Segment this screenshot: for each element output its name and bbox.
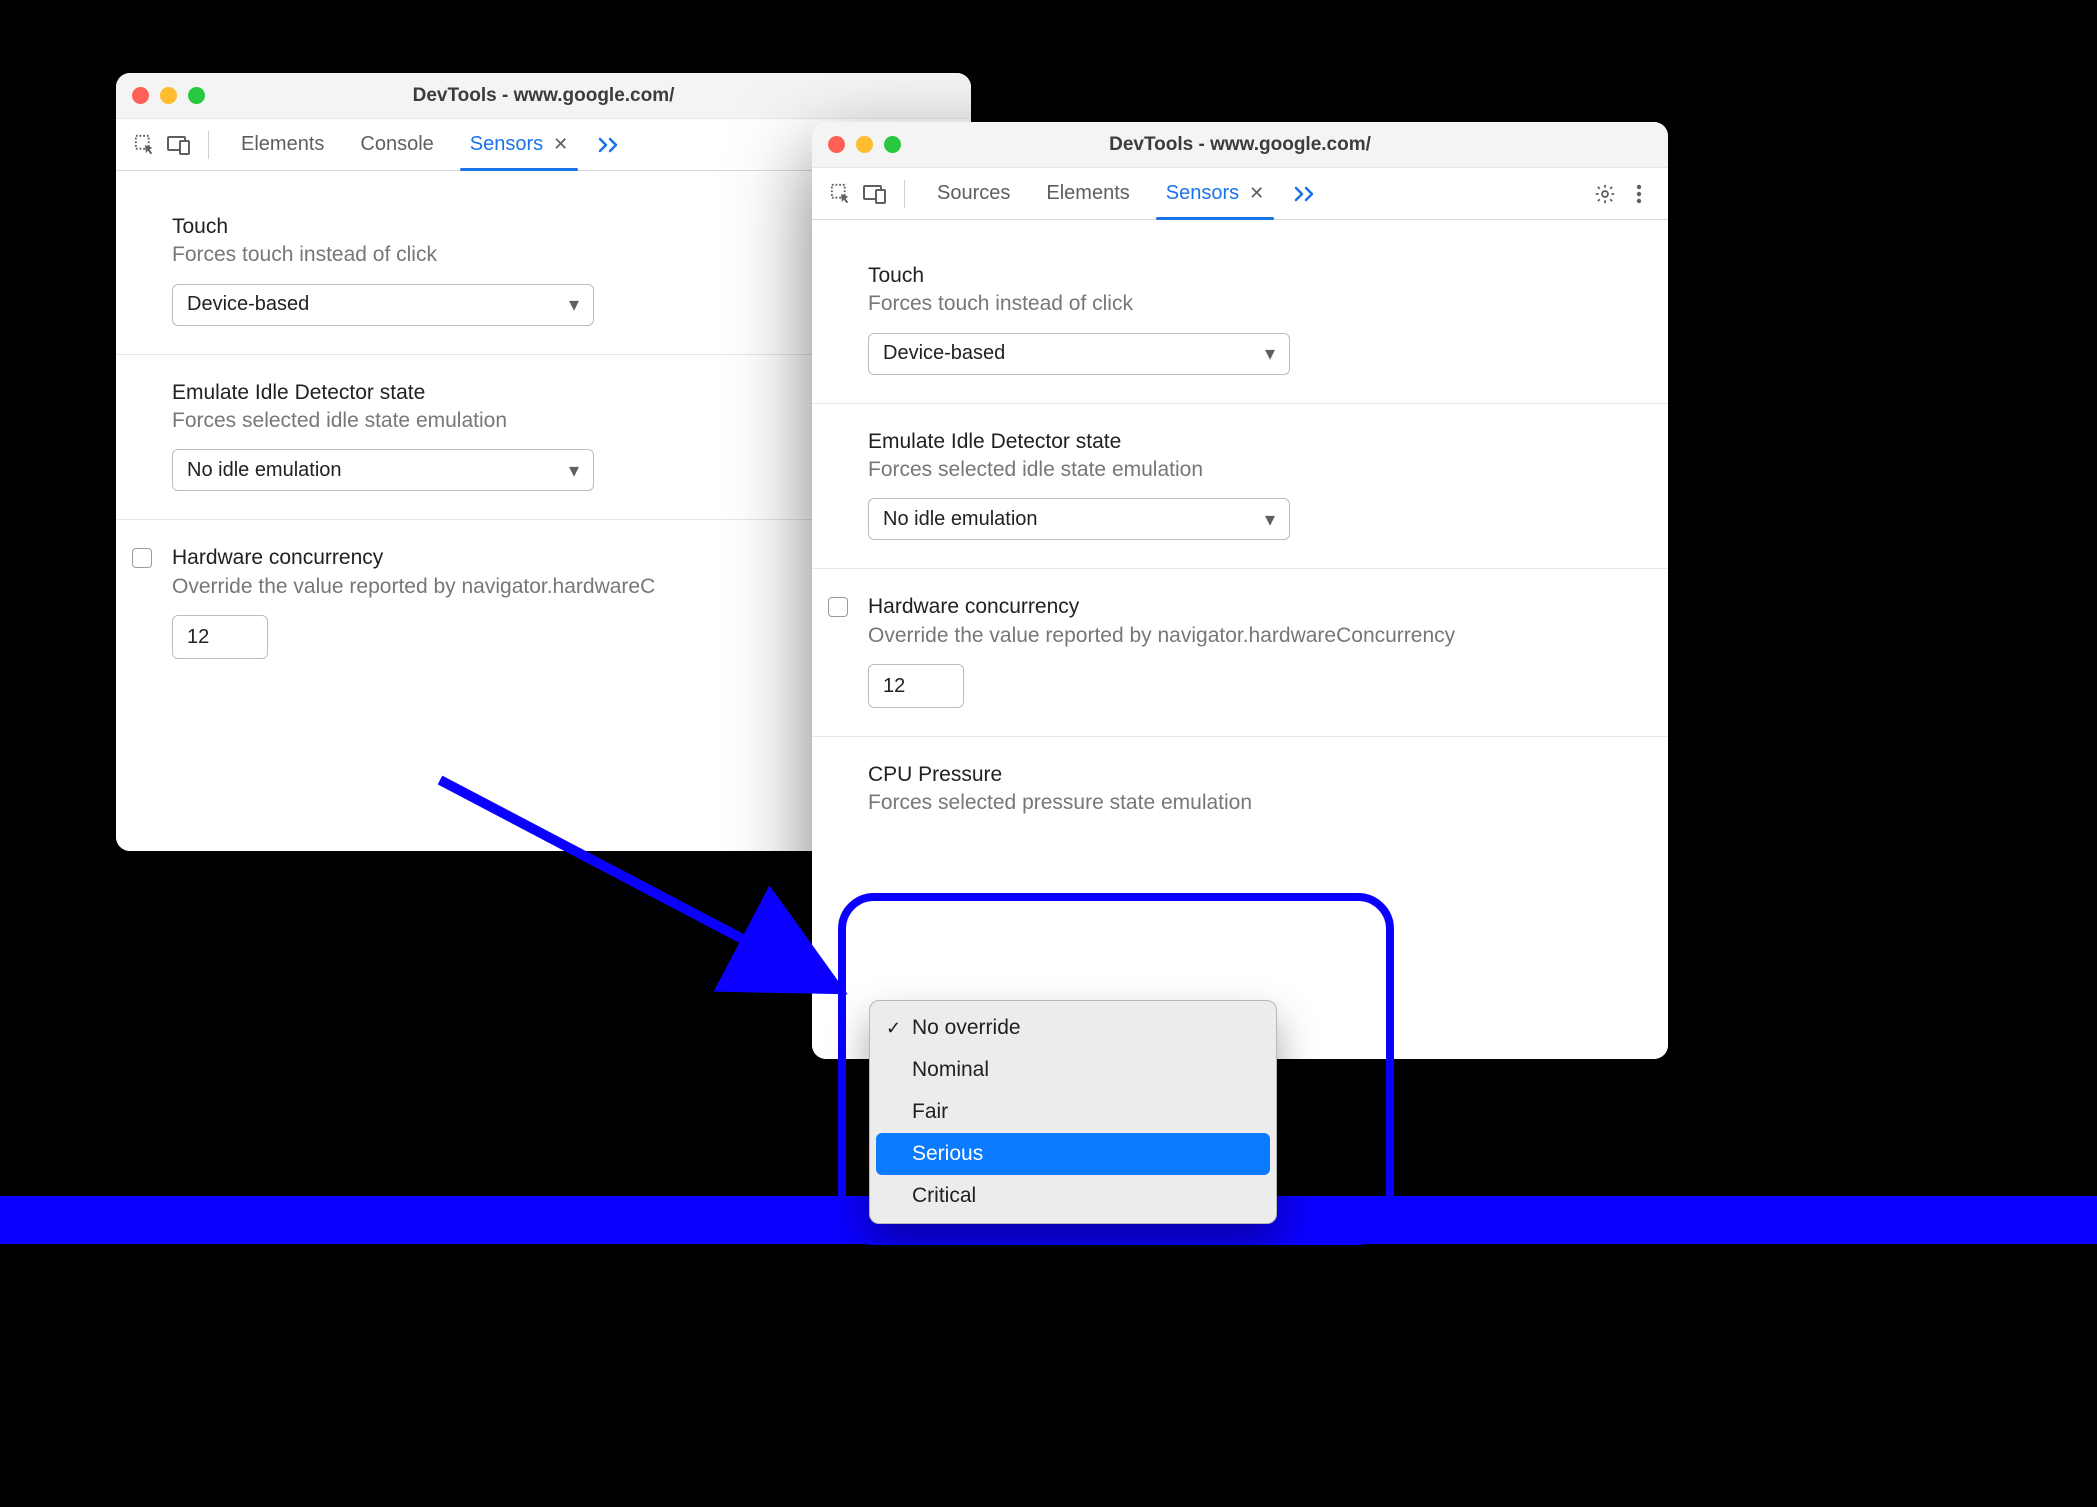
- toolbar-divider: [904, 180, 905, 208]
- idle-section: Emulate Idle Detector state Forces selec…: [812, 403, 1668, 569]
- hw-concurrency-checkbox[interactable]: [132, 548, 152, 568]
- touch-label: Touch: [172, 213, 915, 241]
- touch-label: Touch: [868, 262, 1612, 290]
- devtools-window-after: DevTools - www.google.com/ Sources Eleme…: [812, 122, 1668, 1059]
- tab-label: Elements: [241, 133, 324, 156]
- touch-select-value: Device-based: [883, 342, 1005, 365]
- tab-label: Console: [360, 133, 433, 156]
- traffic-lights: [132, 87, 205, 104]
- minimize-window-icon[interactable]: [856, 136, 873, 153]
- hw-concurrency-input[interactable]: 12: [172, 615, 268, 659]
- tab-sensors[interactable]: Sensors ✕: [1148, 168, 1282, 219]
- touch-desc: Forces touch instead of click: [868, 290, 1612, 318]
- titlebar: DevTools - www.google.com/: [116, 73, 971, 119]
- maximize-window-icon[interactable]: [884, 136, 901, 153]
- chevron-down-icon: ▾: [1265, 507, 1275, 532]
- dropdown-item-serious[interactable]: Serious: [876, 1133, 1270, 1175]
- hw-label: Hardware concurrency: [868, 593, 1612, 621]
- tabs: Sources Elements Sensors ✕: [919, 168, 1282, 219]
- dropdown-item-fair[interactable]: Fair: [876, 1091, 1270, 1133]
- idle-select[interactable]: No idle emulation ▾: [172, 449, 594, 491]
- toolbar: Sources Elements Sensors ✕: [812, 168, 1668, 220]
- minimize-window-icon[interactable]: [160, 87, 177, 104]
- tabs: Elements Console Sensors ✕: [223, 119, 586, 170]
- dropdown-item-label: Fair: [912, 1100, 948, 1124]
- window-title: DevTools - www.google.com/: [116, 85, 971, 107]
- idle-select-value: No idle emulation: [187, 459, 342, 482]
- touch-desc: Forces touch instead of click: [172, 241, 915, 269]
- dropdown-item-label: Critical: [912, 1184, 976, 1208]
- close-window-icon[interactable]: [828, 136, 845, 153]
- touch-select[interactable]: Device-based ▾: [868, 333, 1290, 375]
- tab-elements[interactable]: Elements: [1028, 168, 1147, 219]
- hw-value: 12: [187, 626, 209, 649]
- annotation-arrow: [430, 770, 860, 1030]
- inspect-element-icon[interactable]: [826, 179, 856, 209]
- hw-value: 12: [883, 675, 905, 698]
- close-window-icon[interactable]: [132, 87, 149, 104]
- tab-label: Sensors: [470, 133, 543, 156]
- tab-label: Sources: [937, 182, 1010, 205]
- hw-concurrency-checkbox[interactable]: [828, 597, 848, 617]
- close-tab-icon[interactable]: ✕: [553, 134, 568, 155]
- cpu-desc: Forces selected pressure state emulation: [868, 789, 1612, 817]
- close-tab-icon[interactable]: ✕: [1249, 183, 1264, 204]
- sensors-panel: Touch Forces touch instead of click Devi…: [812, 220, 1668, 1059]
- traffic-lights: [828, 136, 901, 153]
- cpu-pressure-dropdown[interactable]: No override Nominal Fair Serious Critica…: [869, 1000, 1277, 1224]
- device-toolbar-icon[interactable]: [860, 179, 890, 209]
- hw-desc: Override the value reported by navigator…: [172, 573, 915, 601]
- toolbar-divider: [208, 131, 209, 159]
- more-tabs-icon[interactable]: [590, 137, 628, 153]
- tab-elements[interactable]: Elements: [223, 119, 342, 170]
- dropdown-item-nominal[interactable]: Nominal: [876, 1049, 1270, 1091]
- dropdown-item-critical[interactable]: Critical: [876, 1175, 1270, 1217]
- touch-select-value: Device-based: [187, 293, 309, 316]
- idle-select-value: No idle emulation: [883, 508, 1038, 531]
- cpu-label: CPU Pressure: [868, 761, 1612, 789]
- hw-label: Hardware concurrency: [172, 544, 915, 572]
- tab-sensors[interactable]: Sensors ✕: [452, 119, 586, 170]
- tab-label: Elements: [1046, 182, 1129, 205]
- dropdown-item-no-override[interactable]: No override: [876, 1007, 1270, 1049]
- dropdown-item-label: No override: [912, 1016, 1021, 1040]
- cpu-pressure-section: CPU Pressure Forces selected pressure st…: [812, 736, 1668, 860]
- idle-desc: Forces selected idle state emulation: [868, 456, 1612, 484]
- tab-sources[interactable]: Sources: [919, 168, 1028, 219]
- idle-select[interactable]: No idle emulation ▾: [868, 498, 1290, 540]
- hw-desc: Override the value reported by navigator…: [868, 622, 1612, 650]
- dropdown-item-label: Serious: [912, 1142, 983, 1166]
- titlebar: DevTools - www.google.com/: [812, 122, 1668, 168]
- touch-section: Touch Forces touch instead of click Devi…: [812, 238, 1668, 403]
- tab-label: Sensors: [1166, 182, 1239, 205]
- idle-desc: Forces selected idle state emulation: [172, 407, 915, 435]
- settings-gear-icon[interactable]: [1590, 179, 1620, 209]
- window-title: DevTools - www.google.com/: [812, 134, 1668, 156]
- idle-label: Emulate Idle Detector state: [172, 379, 915, 407]
- idle-label: Emulate Idle Detector state: [868, 428, 1612, 456]
- tab-console[interactable]: Console: [342, 119, 451, 170]
- device-toolbar-icon[interactable]: [164, 130, 194, 160]
- chevron-down-icon: ▾: [569, 458, 579, 483]
- inspect-element-icon[interactable]: [130, 130, 160, 160]
- touch-select[interactable]: Device-based ▾: [172, 284, 594, 326]
- dropdown-item-label: Nominal: [912, 1058, 989, 1082]
- chevron-down-icon: ▾: [1265, 341, 1275, 366]
- hw-concurrency-input[interactable]: 12: [868, 664, 964, 708]
- more-tabs-icon[interactable]: [1286, 186, 1324, 202]
- chevron-down-icon: ▾: [569, 292, 579, 317]
- maximize-window-icon[interactable]: [188, 87, 205, 104]
- kebab-menu-icon[interactable]: [1624, 179, 1654, 209]
- hardware-concurrency-section: Hardware concurrency Override the value …: [812, 568, 1668, 736]
